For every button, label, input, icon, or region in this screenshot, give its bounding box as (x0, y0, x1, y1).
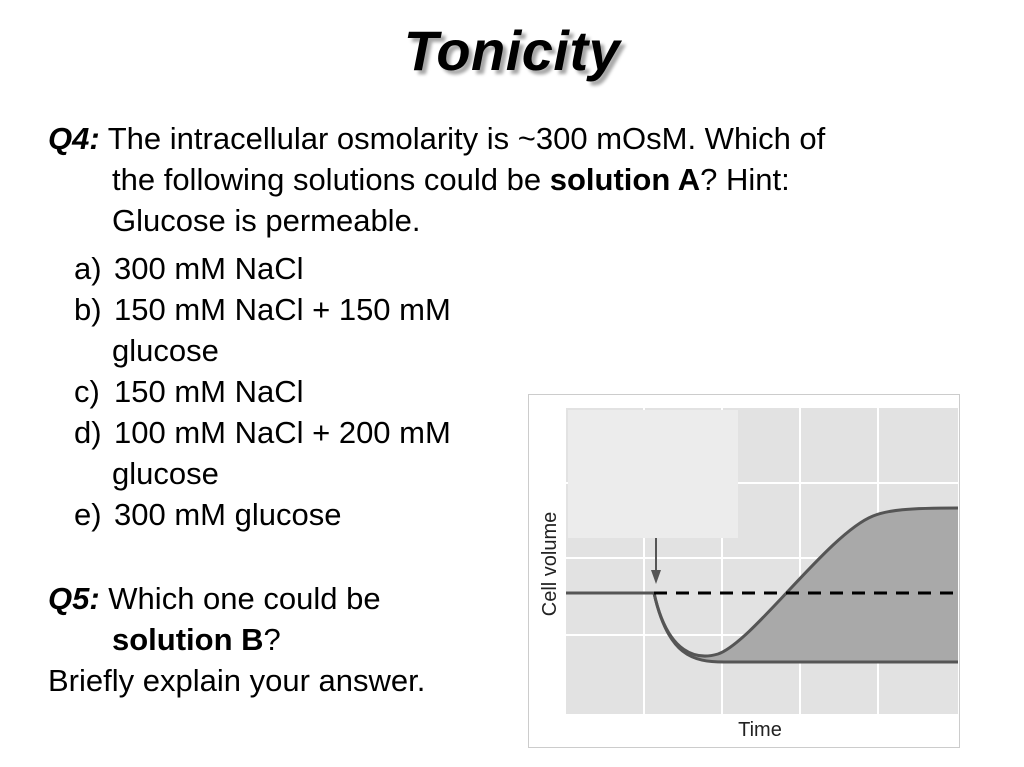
option-letter: c) (74, 374, 100, 409)
shaded-region (654, 508, 958, 662)
q4-line-1: Q4: The intracellular osmolarity is ~300… (48, 118, 948, 159)
option-letter: b) (74, 292, 102, 327)
option-continuation: glucose (112, 333, 219, 368)
answer-options: a) 300 mM NaCl b) 150 mM NaCl + 150 mM glu… (74, 248, 451, 535)
q5-label: Q5: (48, 581, 100, 616)
option-e: e) 300 mM glucose (74, 494, 451, 535)
q4-text-2-post: ? Hint: (700, 162, 790, 197)
slide-title: Tonicity (403, 19, 621, 82)
arrow-down-icon (651, 570, 661, 584)
q4-line-3: Glucose is permeable. (112, 203, 421, 238)
q4-text-2: the following solutions could be (112, 162, 550, 197)
option-text: 150 mM NaCl + 150 mM (114, 292, 451, 327)
q5-line-2: solution B? (48, 619, 425, 660)
cell-volume-graph: B A Time Cell volume (528, 394, 984, 748)
option-text: 100 mM NaCl + 200 mM (114, 415, 451, 450)
y-axis-label: Cell volume (539, 512, 561, 616)
option-text: 300 mM NaCl (114, 251, 304, 286)
option-d: d) 100 mM NaCl + 200 mM glucose (74, 412, 451, 494)
question-4: Q4: The intracellular osmolarity is ~300… (48, 118, 948, 241)
option-a: a) 300 mM NaCl (74, 248, 451, 289)
option-letter: d) (74, 415, 102, 450)
q5-text-2-post: ? (263, 622, 281, 657)
q5-solution-b: solution B (112, 622, 264, 657)
q5-text-1: Which one could be (99, 581, 381, 616)
option-letter: a) (74, 251, 102, 286)
option-b: b) 150 mM NaCl + 150 mM glucose (74, 289, 451, 371)
cell-volume-figure: B A Time Cell volume (528, 394, 984, 748)
q5-line-3: Briefly explain your answer. (48, 663, 426, 698)
option-text: 150 mM NaCl (114, 374, 304, 409)
option-text: 300 mM glucose (114, 497, 342, 532)
option-c: c) 150 mM NaCl (74, 371, 451, 412)
q4-line-2: the following solutions could be solutio… (48, 159, 948, 200)
question-5: Q5: Which one could be solution B? Brief… (48, 578, 425, 701)
x-axis-label: Time (738, 719, 782, 741)
q4-label: Q4: (48, 121, 100, 156)
inset-panel (568, 410, 738, 538)
option-continuation: glucose (112, 456, 219, 491)
option-letter: e) (74, 497, 102, 532)
q5-line-1: Q5: Which one could be (48, 578, 425, 619)
q4-text-1: The intracellular osmolarity is ~300 mOs… (99, 121, 826, 156)
q4-solution-a: solution A (549, 162, 701, 197)
